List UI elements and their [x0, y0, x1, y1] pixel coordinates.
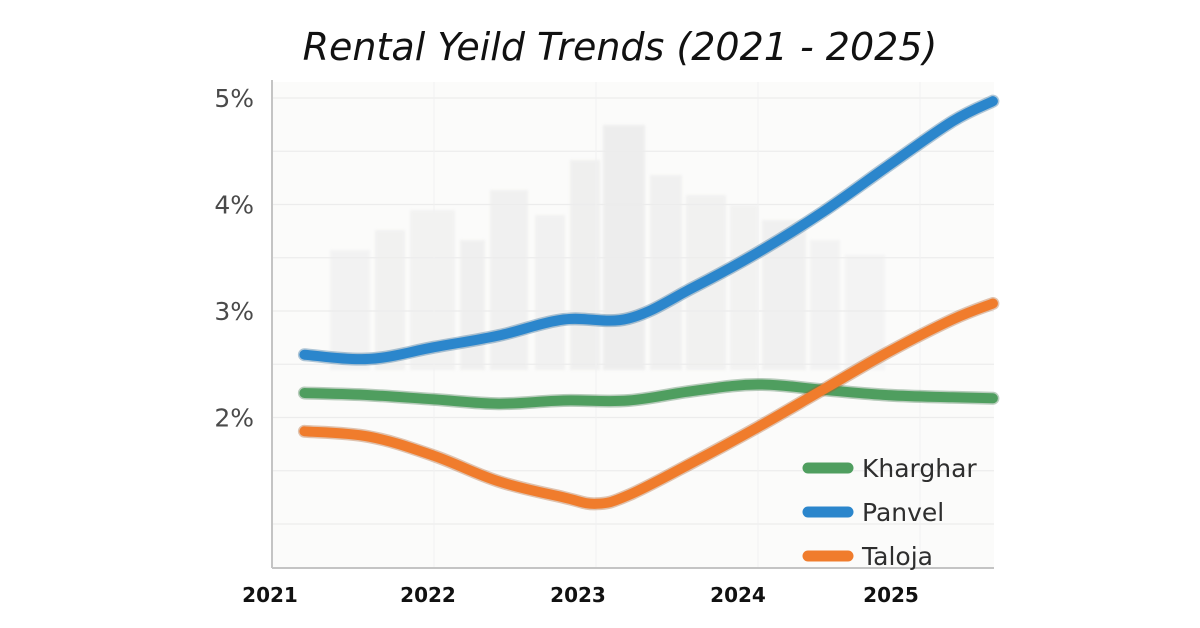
y-tick-label: 5% — [214, 84, 254, 113]
x-tick-label: 2024 — [710, 583, 766, 607]
legend-label-taloja: Taloja — [861, 542, 933, 571]
x-tick-labels: 2021 2022 2023 2024 2025 — [242, 583, 919, 607]
legend-item-kharghar: Kharghar — [802, 454, 977, 483]
series-line-taloja — [299, 298, 998, 509]
chart-title: Rental Yeild Trends (2021 - 2025) — [303, 25, 938, 69]
legend-label-kharghar: Kharghar — [862, 454, 977, 483]
x-tick-label: 2021 — [242, 583, 298, 607]
skyline-background-image — [330, 125, 885, 370]
legend-item-taloja: Taloja — [802, 542, 933, 571]
y-tick-label: 2% — [214, 404, 254, 433]
y-tick-label: 4% — [214, 191, 254, 220]
gridlines — [271, 82, 994, 568]
x-tick-label: 2025 — [863, 583, 919, 607]
y-tick-labels: 5% 4% 3% 2% — [214, 84, 254, 433]
y-tick-label: 3% — [214, 297, 254, 326]
legend-item-panvel: Panvel — [802, 498, 944, 527]
series-lines — [297, 94, 1000, 511]
series-line-kharghar — [299, 379, 998, 409]
x-tick-label: 2022 — [400, 583, 456, 607]
x-tick-label: 2023 — [550, 583, 606, 607]
legend-label-panvel: Panvel — [862, 498, 944, 527]
legend: Kharghar Panvel Taloja — [802, 454, 977, 571]
series-line-panvel — [299, 96, 998, 365]
